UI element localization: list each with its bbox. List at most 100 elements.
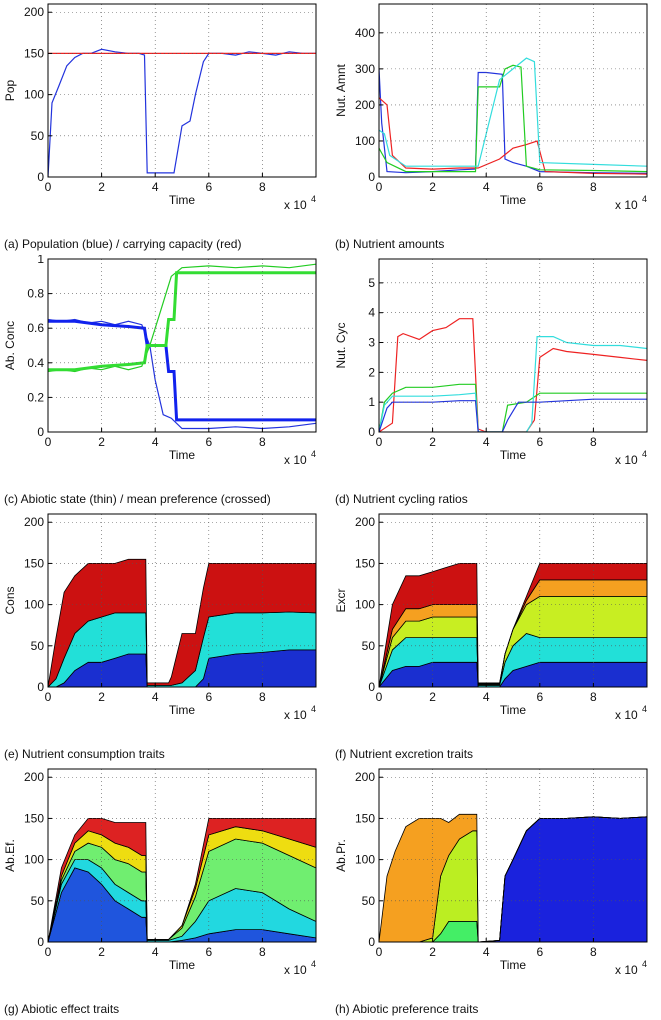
x-tick-label: 4 [483, 945, 490, 959]
y-tick-label: 5 [368, 276, 375, 290]
x-axis-multiplier: x 10 [615, 963, 638, 977]
line-Population [48, 48, 316, 177]
plot-area [379, 4, 647, 177]
axes-frame [378, 768, 648, 943]
series-group [379, 57, 647, 175]
y-tick-label: 200 [355, 98, 375, 112]
chart-e: 0 2 4 6 8 0 50 100 150 200 Time x 10 4 Cons [3, 513, 317, 722]
y-tick-label: 0 [37, 425, 44, 439]
series-group [379, 813, 647, 942]
line-cyan [379, 57, 647, 167]
x-axis-multiplier: x 10 [615, 198, 638, 212]
y-tick-label: 0.4 [27, 356, 44, 370]
x-tick-label: 6 [205, 435, 212, 449]
y-tick-label: 200 [355, 515, 375, 529]
x-tick-label: 0 [45, 180, 52, 194]
x-axis-multiplier: x 10 [284, 453, 307, 467]
y-tick-label: 150 [24, 811, 44, 825]
x-tick-label: 0 [45, 435, 52, 449]
y-tick-label: 100 [355, 853, 375, 867]
x-axis-label: Time [169, 448, 196, 462]
chart-caption: (b) Nutrient amounts [335, 237, 445, 251]
y-tick-label: 0.8 [27, 287, 44, 301]
series-group [48, 263, 316, 430]
x-axis-exponent: 4 [642, 704, 647, 714]
y-tick-label: 50 [362, 894, 376, 908]
x-tick-label: 4 [152, 435, 159, 449]
area-orange [379, 813, 647, 942]
x-tick-label: 2 [429, 690, 436, 704]
y-tick-label: 50 [31, 129, 45, 143]
x-axis-exponent: 4 [311, 704, 316, 714]
x-axis-exponent: 4 [642, 449, 647, 459]
x-tick-label: 0 [376, 690, 383, 704]
x-tick-label: 6 [536, 180, 543, 194]
x-tick-label: 8 [259, 945, 266, 959]
y-tick-label: 150 [24, 46, 44, 60]
chart-caption: (c) Abiotic state (thin) / mean preferen… [4, 492, 271, 506]
x-axis-label: Time [500, 958, 527, 972]
x-tick-label: 8 [590, 435, 597, 449]
x-tick-label: 6 [536, 690, 543, 704]
y-axis-label: Cons [3, 586, 17, 614]
x-tick-label: 4 [152, 945, 159, 959]
x-tick-label: 0 [376, 180, 383, 194]
y-tick-label: 4 [368, 306, 375, 320]
x-tick-label: 6 [536, 945, 543, 959]
axes-frame [47, 3, 317, 178]
y-axis-label: Pop [3, 80, 17, 102]
y-tick-label: 100 [355, 134, 375, 148]
chart-panel-h: 0 2 4 6 8 0 50 100 150 200 Time x 10 4 Ab.Pr. (h) Abio… [331, 765, 661, 1020]
y-tick-label: 100 [24, 598, 44, 612]
y-tick-label: 100 [24, 853, 44, 867]
y-tick-label: 200 [24, 5, 44, 19]
x-tick-label: 2 [98, 180, 105, 194]
x-tick-label: 2 [98, 435, 105, 449]
chart-a: 0 2 4 6 8 0 50 100 150 200 Time x 10 4 Pop [3, 3, 317, 212]
x-tick-label: 6 [536, 435, 543, 449]
area-red [48, 818, 316, 942]
y-axis-label: Ab.Pr. [334, 839, 348, 872]
y-tick-label: 100 [24, 88, 44, 102]
axes-frame [378, 3, 648, 178]
x-axis-label: Time [169, 703, 196, 717]
y-tick-label: 150 [24, 556, 44, 570]
series-group [48, 558, 316, 687]
x-tick-label: 4 [483, 435, 490, 449]
y-tick-label: 0 [37, 935, 44, 949]
y-tick-label: 0 [368, 935, 375, 949]
x-tick-label: 0 [45, 945, 52, 959]
x-tick-label: 2 [98, 690, 105, 704]
axes-frame [378, 258, 648, 433]
x-axis-label: Time [500, 448, 527, 462]
x-tick-label: 2 [429, 435, 436, 449]
chart-caption: (h) Abiotic preference traits [335, 1002, 479, 1016]
series-group [48, 818, 316, 942]
y-axis-label: Ab.Ef. [3, 839, 17, 872]
x-tick-label: 0 [376, 945, 383, 959]
y-tick-label: 0 [37, 680, 44, 694]
x-axis-exponent: 4 [642, 959, 647, 969]
y-tick-label: 400 [355, 26, 375, 40]
y-tick-label: 150 [355, 811, 375, 825]
x-tick-label: 8 [259, 690, 266, 704]
y-tick-label: 2 [368, 365, 375, 379]
x-axis-multiplier: x 10 [615, 453, 638, 467]
y-tick-label: 50 [31, 639, 45, 653]
chart-panel-b: 0 2 4 6 8 0 100 200 300 400 Time x 10 4 Nut. Amnt (b) … [331, 0, 661, 255]
chart-caption: (d) Nutrient cycling ratios [335, 492, 468, 506]
x-tick-label: 4 [152, 180, 159, 194]
y-tick-label: 200 [24, 515, 44, 529]
chart-b: 0 2 4 6 8 0 100 200 300 400 Time x 10 4 Nut. Amnt [334, 3, 648, 212]
chart-panel-c: 0 2 4 6 8 0 0.2 0.4 0.6 0.8 1 Time x 10 4 Ab. Conc (c) … [0, 255, 330, 510]
y-tick-label: 1 [37, 255, 44, 266]
x-axis-multiplier: x 10 [284, 963, 307, 977]
x-tick-label: 0 [376, 435, 383, 449]
axes-frame [47, 768, 317, 943]
y-tick-label: 50 [362, 639, 376, 653]
y-tick-label: 0 [368, 170, 375, 184]
x-axis-label: Time [500, 703, 527, 717]
line-blue [379, 68, 647, 174]
y-axis-label: Excr [334, 588, 348, 612]
x-axis-label: Time [500, 193, 527, 207]
